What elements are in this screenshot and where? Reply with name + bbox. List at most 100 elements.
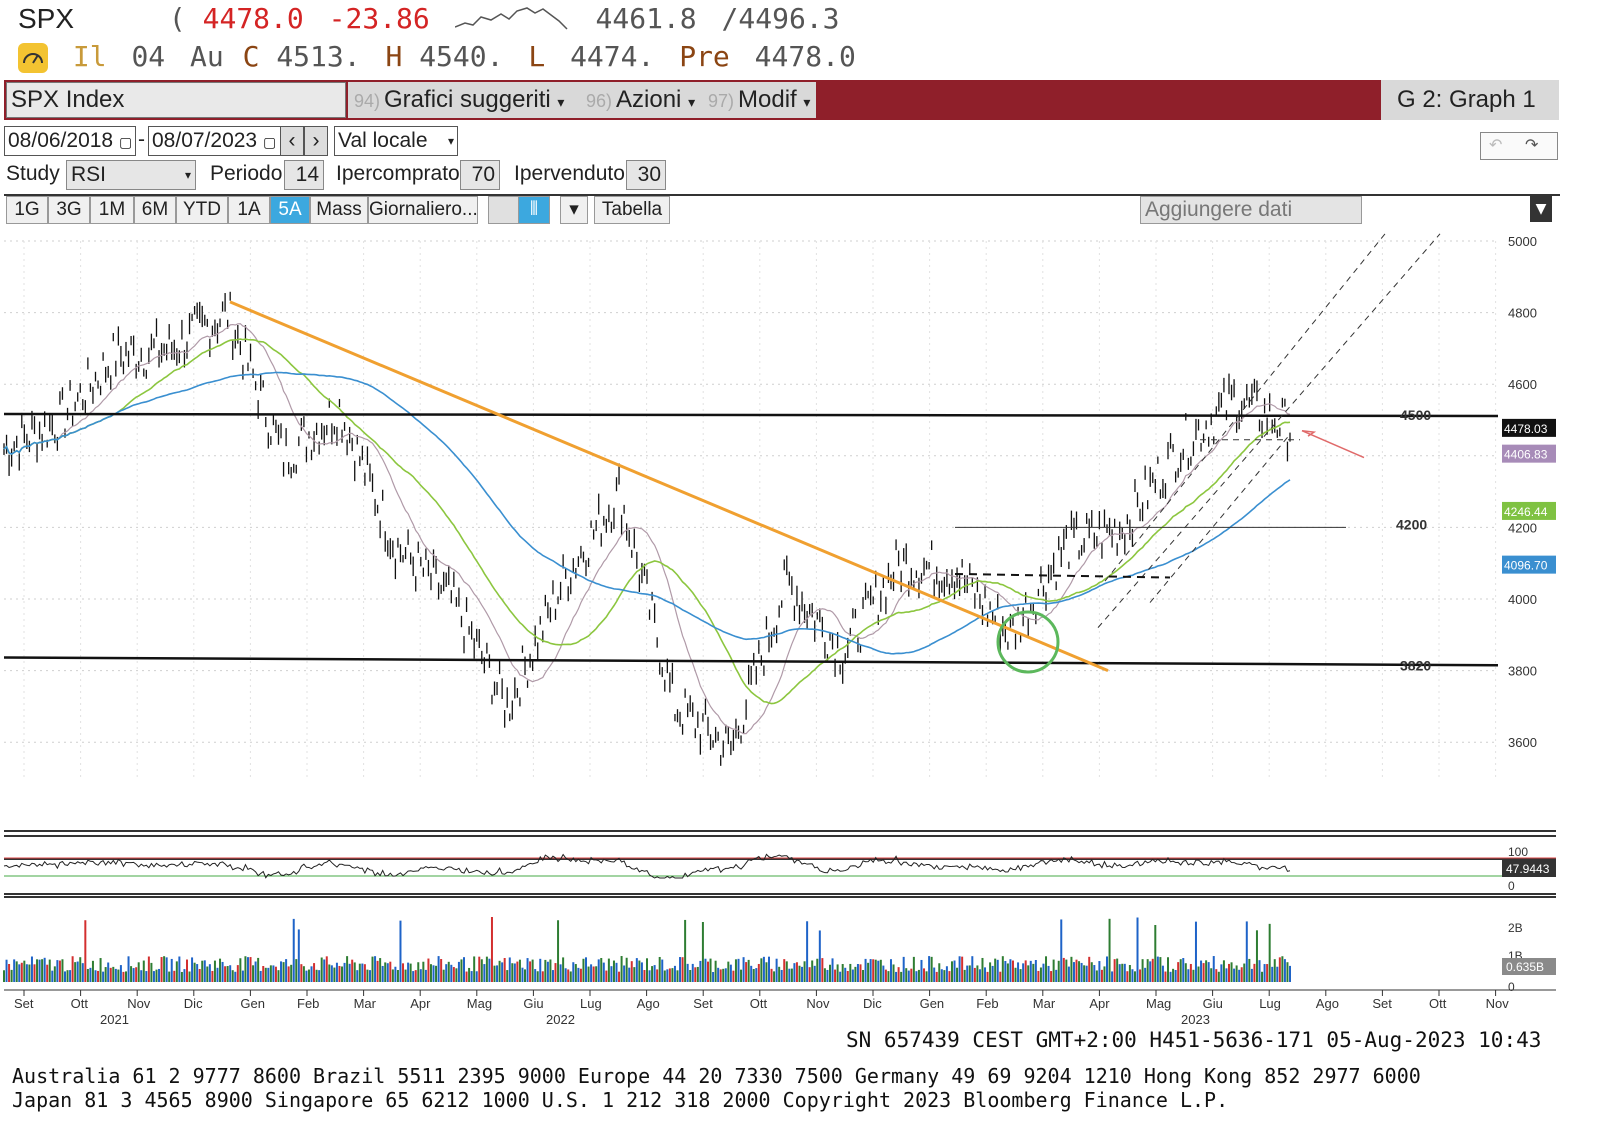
sparkline-icon: [454, 7, 568, 30]
chart-type-button[interactable]: [488, 196, 522, 224]
period-button-5a[interactable]: 5A: [270, 196, 310, 224]
period-button-1m[interactable]: 1M: [90, 196, 134, 224]
last-price-tag-bg: [1502, 418, 1556, 437]
period-button-giornaliero[interactable]: Giornaliero...: [368, 196, 478, 224]
toolbar: SPX Index 94) Grafici suggeriti ▾ 96) Azio…: [4, 80, 1559, 120]
high-value: 4540.: [419, 40, 504, 73]
start-date-field[interactable]: 08/06/2018 ▢: [4, 126, 136, 156]
ma-green-line: [3, 338, 1291, 705]
period-label: Periodo: [210, 162, 283, 185]
chevron-down-icon: ▾: [184, 168, 191, 182]
x-tick-label: Set: [14, 996, 34, 1011]
study-row: Study RSI ▾ Periodo 14 Ipercomprato 70 I…: [4, 160, 704, 190]
start-date: 08/06/2018: [8, 129, 114, 152]
end-date-field[interactable]: 08/07/2023 ▢: [148, 126, 282, 156]
quote-line-2: Il 04 Au C 4513. H 4540. L 4474. Pre 447…: [18, 40, 864, 74]
x-tick-label: Ott: [1429, 996, 1447, 1011]
open-value: 4513.: [276, 40, 361, 73]
intraday-low: 4461.8: [595, 2, 697, 35]
ticker: SPX: [18, 3, 75, 34]
add-data-field[interactable]: Aggiungere dati: [1140, 196, 1362, 224]
period-button-1a[interactable]: 1A: [228, 196, 270, 224]
oversold-label: Ipervenduto: [514, 162, 625, 185]
paren: (: [168, 2, 186, 35]
chevron-down-icon: ▾: [688, 94, 696, 110]
x-year-label: 2022: [546, 1012, 575, 1027]
x-tick-label: Nov: [1486, 996, 1510, 1011]
overbought-input[interactable]: 70: [460, 160, 500, 190]
prev-label: Pre: [679, 40, 730, 73]
undo-icon[interactable]: ↶: [1489, 135, 1503, 154]
currency-select[interactable]: Val locale ▾: [334, 126, 458, 156]
channel-line-upper: [1097, 233, 1441, 628]
calendar-icon: ▢: [262, 134, 277, 150]
price-chart: 5000480046004400420040003800360045004200…: [3, 233, 1556, 1027]
security-field[interactable]: SPX Index: [6, 82, 346, 118]
x-tick-label: Ott: [71, 996, 89, 1011]
y-tick-label: 4800: [1508, 306, 1537, 321]
prev-value: 4478.0: [754, 40, 856, 73]
session-line: SN 657439 CEST GMT+2:00 H451-5636-171 05…: [846, 1028, 1542, 1052]
x-tick-label: Lug: [1259, 996, 1281, 1011]
range-row: 08/06/2018 ▢ - 08/07/2023 ▢ ‹ › Val loca…: [4, 126, 604, 156]
graph-name[interactable]: G 2: Graph 1: [1381, 80, 1559, 120]
menu3-num: 97): [708, 91, 735, 111]
table-button[interactable]: Tabella: [594, 196, 670, 224]
low-value: 4474.: [570, 40, 655, 73]
high-label: H: [385, 40, 403, 73]
x-tick-label: Mag: [1146, 996, 1171, 1011]
x-tick-label: Feb: [297, 996, 319, 1011]
bar-chart-icon[interactable]: ⫴: [518, 196, 550, 224]
next-arrow-icon[interactable]: ›: [304, 126, 328, 156]
gauge-icon: [18, 43, 48, 73]
x-tick-label: Apr: [410, 996, 431, 1011]
dropdown-icon[interactable]: ▼: [1530, 196, 1552, 222]
ma1-tag-bg: [1502, 444, 1556, 463]
x-year-label: 2023: [1181, 1012, 1210, 1027]
edit-menu[interactable]: 97) Modif ▾: [702, 82, 816, 118]
period-button-mass[interactable]: Mass: [310, 196, 368, 224]
oversold-input[interactable]: 30: [626, 160, 666, 190]
x-tick-label: Ott: [750, 996, 768, 1011]
volume-tag: 0.635B: [1506, 960, 1544, 974]
ma1-tag: 4406.83: [1504, 448, 1548, 462]
level-line-4500: [3, 412, 1499, 418]
period-button-3g[interactable]: 3G: [48, 196, 90, 224]
chevron-down-icon[interactable]: ▾: [560, 196, 588, 224]
level-line-3820: [3, 656, 1499, 667]
x-tick-label: Gen: [240, 996, 265, 1011]
study-select[interactable]: RSI ▾: [66, 160, 196, 190]
period-input[interactable]: 14: [284, 160, 324, 190]
x-tick-label: Feb: [976, 996, 998, 1011]
chevron-down-icon: ▾: [557, 94, 565, 110]
y-tick-label: 5000: [1508, 234, 1537, 249]
x-tick-label: Set: [693, 996, 713, 1011]
x-tick-label: Lug: [580, 996, 602, 1011]
period-button-1g[interactable]: 1G: [6, 196, 48, 224]
contacts-line-1: Australia 61 2 9777 8600 Brazil 5511 239…: [12, 1064, 1421, 1088]
y-tick-label: 4600: [1508, 377, 1537, 392]
suggested-charts-menu[interactable]: 94) Grafici suggeriti ▾: [348, 82, 582, 118]
ma-grey-line: [3, 323, 1291, 735]
period-button-ytd[interactable]: YTD: [176, 196, 228, 224]
volume-tag-bg: [1502, 958, 1556, 975]
x-tick-label: Nov: [806, 996, 830, 1011]
net-change: -23.86: [328, 2, 430, 35]
y-tick-label: 4000: [1508, 592, 1537, 607]
level-label-4200: 4200: [1396, 516, 1427, 532]
ma3-tag-bg: [1502, 555, 1556, 574]
x-tick-label: Dic: [863, 996, 882, 1011]
ma3-tag: 4096.70: [1504, 559, 1548, 573]
x-tick-label: Giu: [1203, 996, 1223, 1011]
rsi-line: [3, 853, 1291, 879]
actions-menu[interactable]: 96) Azioni ▾: [580, 82, 702, 118]
menu3-label: Modif: [738, 86, 797, 113]
redo-icon[interactable]: ↷: [1525, 135, 1539, 154]
x-tick-label: Giu: [523, 996, 543, 1011]
x-tick-label: Mar: [354, 996, 377, 1011]
support-dashed: [954, 572, 1171, 579]
x-tick-label: Set: [1372, 996, 1392, 1011]
period-button-6m[interactable]: 6M: [134, 196, 176, 224]
prev-arrow-icon[interactable]: ‹: [280, 126, 304, 156]
contacts-line-2: Japan 81 3 4565 8900 Singapore 65 6212 1…: [12, 1088, 1229, 1112]
